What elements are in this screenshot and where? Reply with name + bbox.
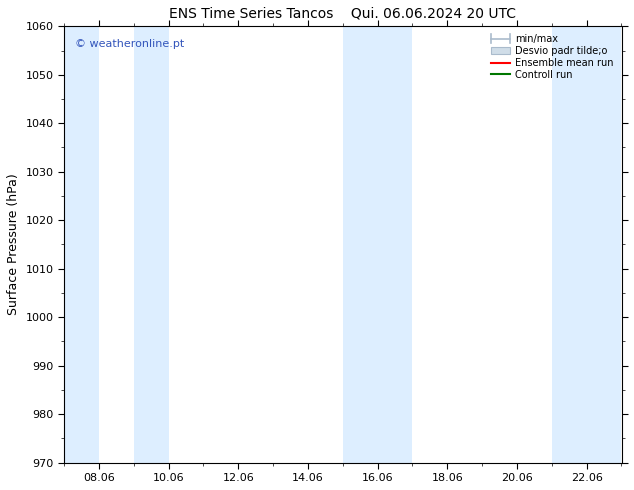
Legend: min/max, Desvio padr tilde;o, Ensemble mean run, Controll run: min/max, Desvio padr tilde;o, Ensemble m… [488,31,617,83]
Bar [64,26,99,463]
Bar [343,26,378,463]
Y-axis label: Surface Pressure (hPa): Surface Pressure (hPa) [7,173,20,316]
Bar [378,26,413,463]
Bar [134,26,169,463]
Title: ENS Time Series Tancos    Qui. 06.06.2024 20 UTC: ENS Time Series Tancos Qui. 06.06.2024 2… [169,7,516,21]
Text: © weatheronline.pt: © weatheronline.pt [75,39,184,49]
Bar [552,26,621,463]
